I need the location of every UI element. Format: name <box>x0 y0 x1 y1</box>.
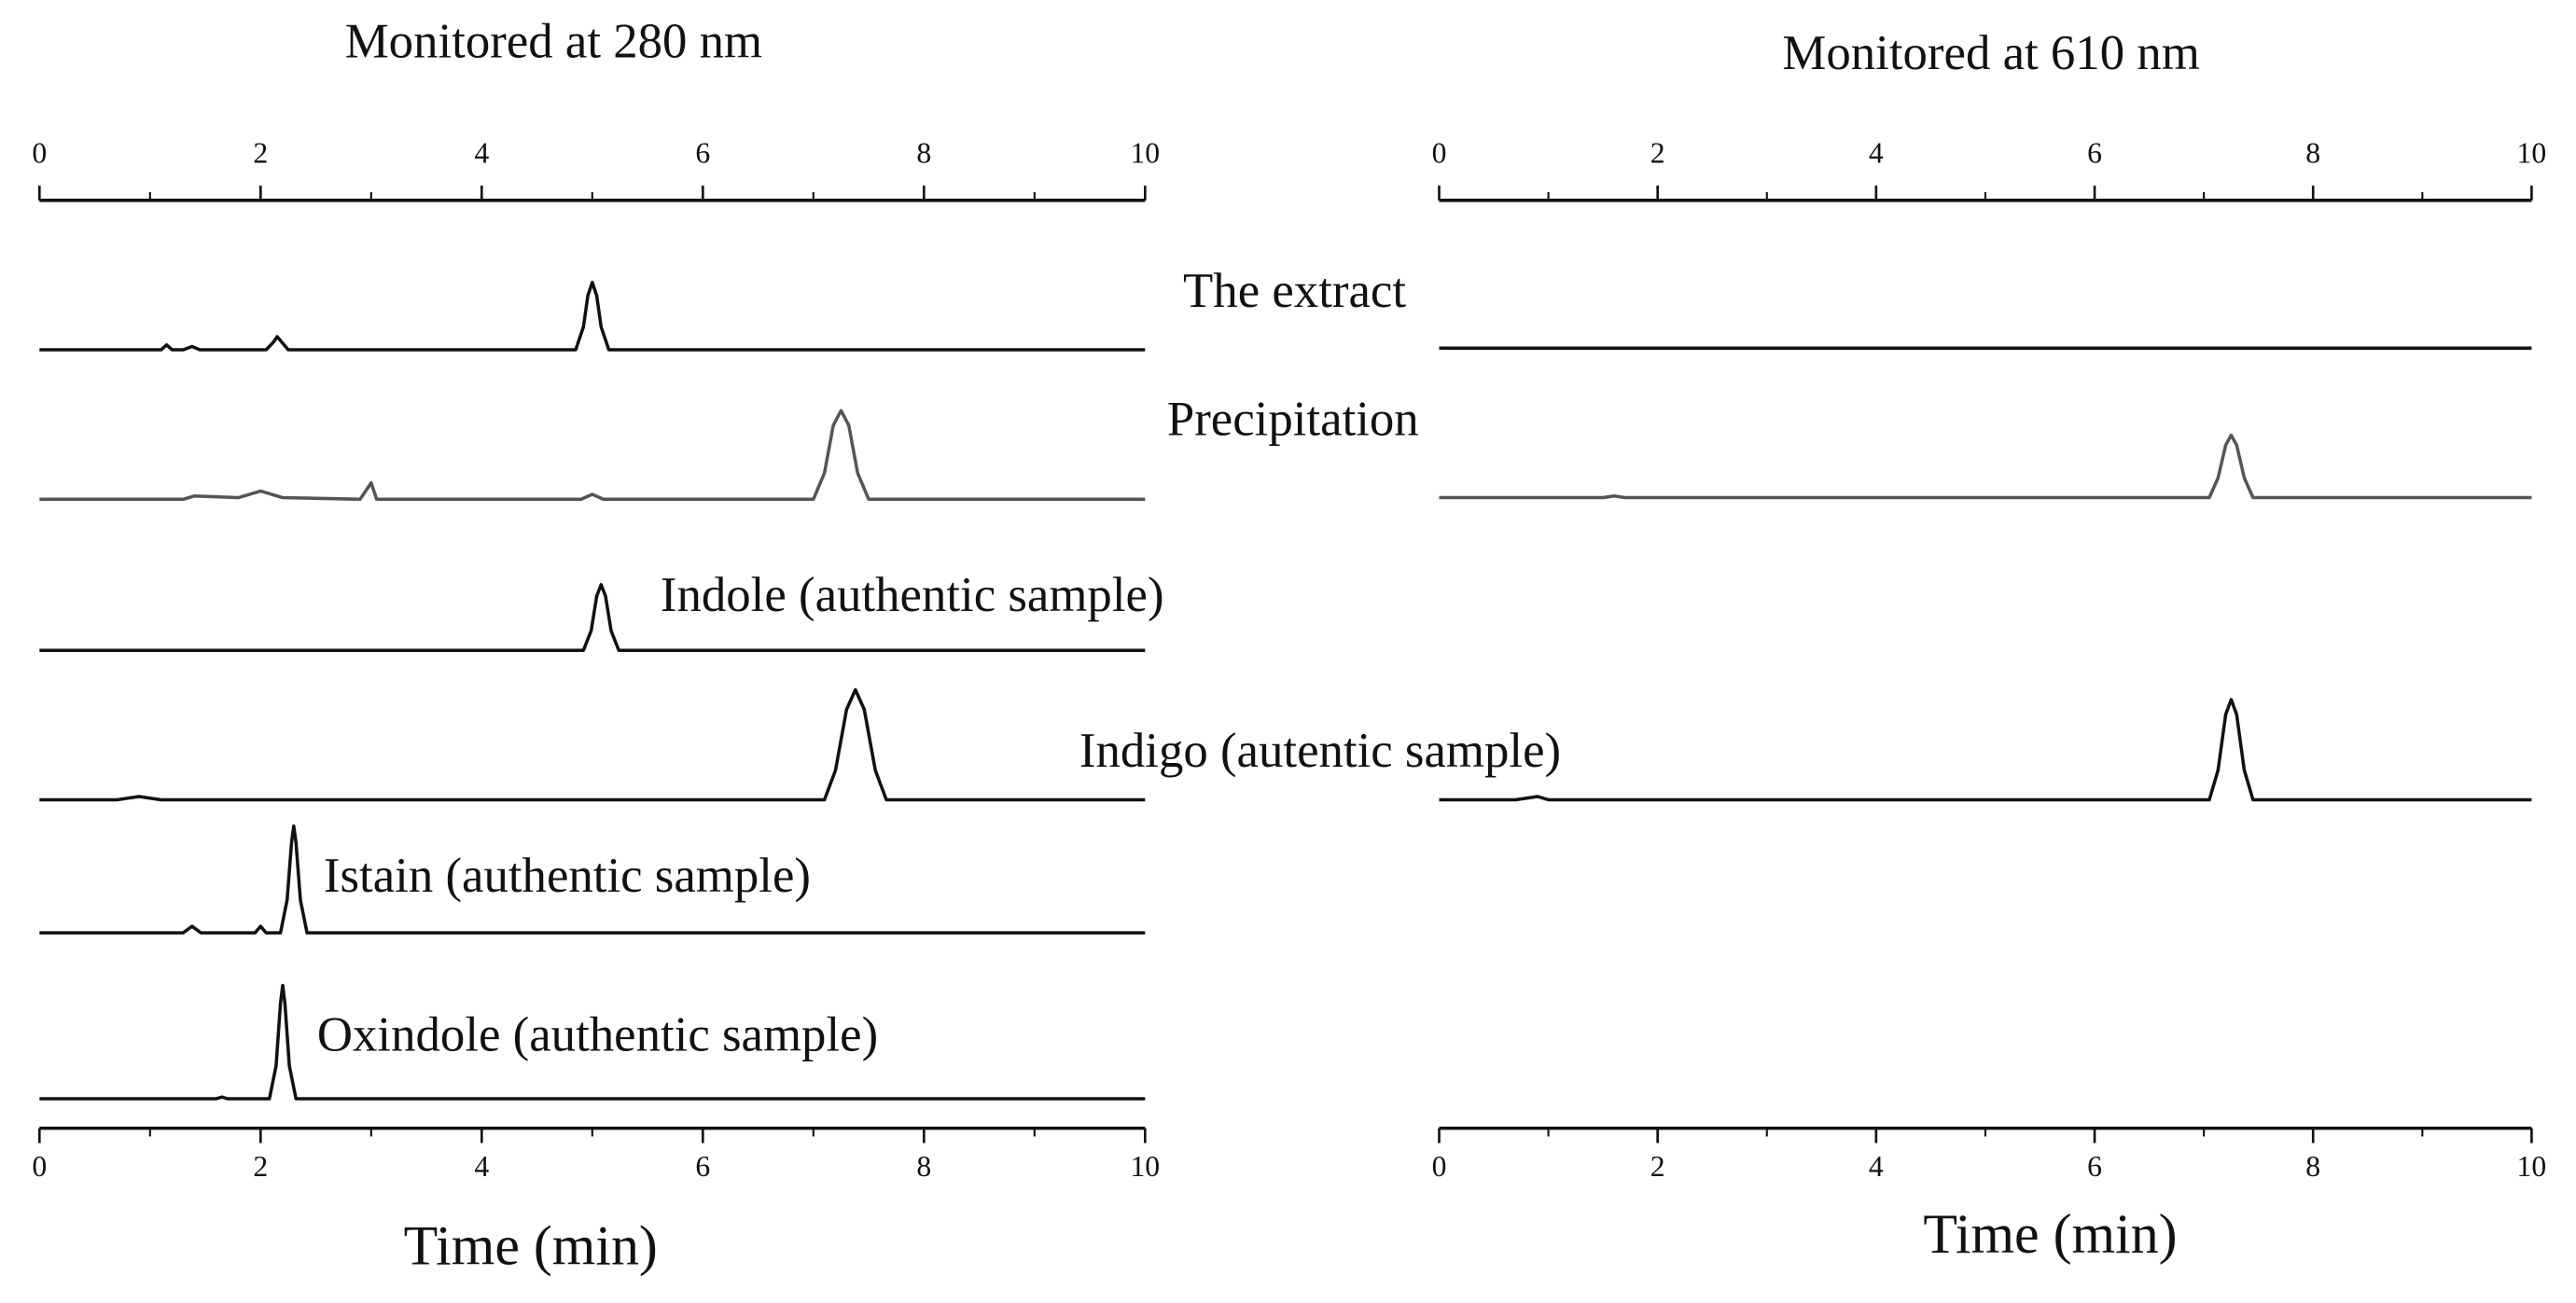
x-tick-label: 0 <box>32 137 47 170</box>
x-tick-label: 2 <box>253 137 268 170</box>
x-tick-label: 6 <box>2087 137 2102 170</box>
panel-title: Monitored at 610 nm <box>1782 26 2199 80</box>
x-tick-label: 2 <box>1650 1150 1665 1183</box>
x-axis-title: Time (min) <box>404 1214 658 1276</box>
x-tick-label: 10 <box>2517 137 2547 170</box>
x-axis-title: Time (min) <box>1923 1203 2177 1265</box>
x-tick-label: 8 <box>916 137 931 170</box>
trace <box>39 687 1146 802</box>
trace-label: Istain (authentic sample) <box>324 849 811 903</box>
x-tick-label: 4 <box>474 137 489 170</box>
trace-label: The extract <box>1183 264 1406 318</box>
trace <box>1439 433 2532 500</box>
trace <box>39 983 1146 1101</box>
x-tick-label: 4 <box>1869 1150 1884 1183</box>
trace-label: Oxindole (authentic sample) <box>317 1008 878 1062</box>
trace <box>39 824 1146 935</box>
x-tick-label: 10 <box>2517 1150 2547 1183</box>
x-tick-label: 6 <box>695 1150 710 1183</box>
x-tick-label: 4 <box>474 1150 489 1183</box>
x-tick-label: 0 <box>32 1150 47 1183</box>
x-tick-label: 6 <box>2087 1150 2102 1183</box>
panel-title: Monitored at 280 nm <box>345 14 762 68</box>
x-tick-label: 0 <box>1432 137 1447 170</box>
x-tick-label: 6 <box>695 137 710 170</box>
x-tick-label: 2 <box>1650 137 1665 170</box>
trace-label: Indole (authentic sample) <box>661 568 1164 622</box>
x-tick-label: 8 <box>2305 137 2320 170</box>
x-tick-label: 2 <box>253 1150 268 1183</box>
x-tick-label: 10 <box>1130 137 1160 170</box>
trace-label: Precipitation <box>1167 392 1419 446</box>
x-tick-label: 10 <box>1130 1150 1160 1183</box>
trace <box>39 281 1146 352</box>
trace <box>39 409 1146 502</box>
x-tick-label: 8 <box>916 1150 931 1183</box>
trace-label: Indigo (autentic sample) <box>1079 724 1561 778</box>
trace <box>1439 698 2532 802</box>
trace <box>39 583 1146 653</box>
x-tick-label: 0 <box>1432 1150 1447 1183</box>
x-tick-label: 4 <box>1869 137 1884 170</box>
x-tick-label: 8 <box>2305 1150 2320 1183</box>
